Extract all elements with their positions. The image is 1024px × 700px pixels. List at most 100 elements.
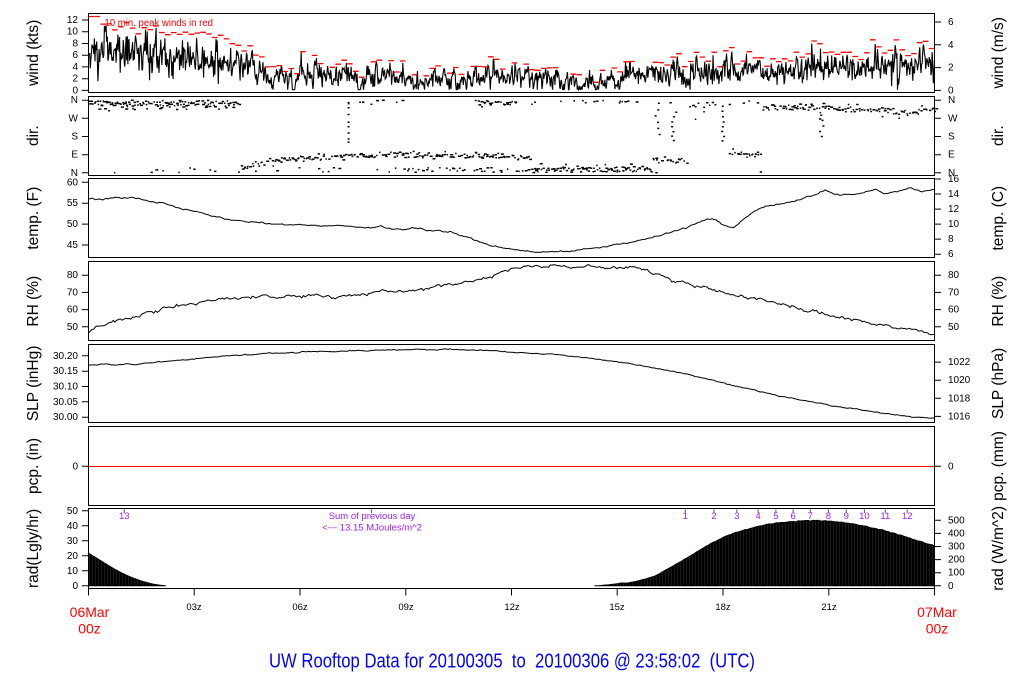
svg-text:80: 80 <box>948 270 960 281</box>
svg-text:6: 6 <box>948 17 954 28</box>
svg-text:70: 70 <box>67 287 79 298</box>
svg-text:2: 2 <box>948 63 954 74</box>
svg-text:2: 2 <box>72 74 78 85</box>
svg-text:18z: 18z <box>715 602 731 613</box>
svg-text:SLP (hPa): SLP (hPa) <box>990 348 1007 419</box>
svg-text:dir.: dir. <box>990 125 1007 146</box>
svg-text:55: 55 <box>67 198 79 209</box>
svg-text:00z: 00z <box>926 621 949 637</box>
svg-text:10: 10 <box>67 566 79 577</box>
svg-text:8: 8 <box>826 511 831 522</box>
svg-text:S: S <box>71 132 78 143</box>
svg-text:0: 0 <box>948 461 954 472</box>
svg-text:1020: 1020 <box>948 375 971 386</box>
svg-text:Sum of previous day: Sum of previous day <box>329 511 416 522</box>
svg-text:2: 2 <box>711 511 716 522</box>
svg-text:50: 50 <box>948 322 960 333</box>
svg-text:12: 12 <box>902 511 913 522</box>
svg-text:S: S <box>948 132 955 143</box>
svg-text:06Mar: 06Mar <box>70 604 110 620</box>
svg-text:200: 200 <box>948 555 965 566</box>
svg-text:pcp. (in): pcp. (in) <box>25 438 42 494</box>
svg-text:SLP (inHg): SLP (inHg) <box>25 346 42 422</box>
svg-text:pcp. (mm): pcp. (mm) <box>990 431 1007 501</box>
svg-text:RH (%): RH (%) <box>990 276 1007 327</box>
svg-text:0: 0 <box>72 581 78 592</box>
svg-text:0: 0 <box>72 461 78 472</box>
svg-text:E: E <box>948 150 955 161</box>
svg-text:00z: 00z <box>78 621 101 637</box>
svg-text:50: 50 <box>67 219 79 230</box>
svg-text:13: 13 <box>119 511 130 522</box>
svg-text:09z: 09z <box>398 602 414 613</box>
svg-text:20: 20 <box>67 551 79 562</box>
svg-text:10: 10 <box>859 511 870 522</box>
svg-text:4: 4 <box>948 40 954 51</box>
svg-text:500: 500 <box>948 515 965 526</box>
svg-text:45: 45 <box>67 240 79 251</box>
svg-text:RH (%): RH (%) <box>25 276 42 327</box>
svg-text:07Mar: 07Mar <box>917 604 957 620</box>
svg-text:50: 50 <box>67 506 79 517</box>
svg-text:3: 3 <box>734 511 739 522</box>
svg-text:10: 10 <box>67 27 79 38</box>
svg-text:21z: 21z <box>821 602 837 613</box>
svg-text:4: 4 <box>72 62 78 73</box>
svg-text:0: 0 <box>72 85 78 96</box>
svg-text:06z: 06z <box>292 602 308 613</box>
svg-text:300: 300 <box>948 542 965 553</box>
svg-text:12: 12 <box>67 15 79 26</box>
svg-text:wind (kts): wind (kts) <box>25 20 42 87</box>
svg-text:60: 60 <box>67 177 79 188</box>
svg-text:6: 6 <box>72 50 78 61</box>
svg-text:8: 8 <box>72 39 78 50</box>
svg-text:9: 9 <box>844 511 849 522</box>
svg-text:E: E <box>71 150 78 161</box>
svg-text:10 min. peak winds in red: 10 min. peak winds in red <box>105 18 214 29</box>
svg-text:30.20: 30.20 <box>53 351 78 362</box>
svg-text:100: 100 <box>948 568 965 579</box>
svg-text:5: 5 <box>773 511 778 522</box>
svg-text:400: 400 <box>948 528 965 539</box>
svg-text:15z: 15z <box>609 602 625 613</box>
svg-text:W: W <box>948 113 958 124</box>
svg-text:11: 11 <box>880 511 890 522</box>
svg-text:N: N <box>948 95 955 106</box>
svg-text:70: 70 <box>948 287 960 298</box>
svg-text:30: 30 <box>67 536 79 547</box>
svg-text:0: 0 <box>948 85 954 96</box>
svg-text:rad(Lgly/hr): rad(Lgly/hr) <box>25 509 42 588</box>
svg-text:1: 1 <box>683 511 688 522</box>
svg-text:30.15: 30.15 <box>53 366 78 377</box>
svg-text:wind (m/s): wind (m/s) <box>990 17 1007 89</box>
svg-text:12: 12 <box>948 204 960 215</box>
svg-text:6: 6 <box>790 511 795 522</box>
svg-text:1022: 1022 <box>948 357 971 368</box>
svg-text:W: W <box>69 113 79 124</box>
svg-text:40: 40 <box>67 521 79 532</box>
svg-text:4: 4 <box>755 511 760 522</box>
svg-text:0: 0 <box>948 581 954 592</box>
svg-text:UW Rooftop Data for 20100305: UW Rooftop Data for 20100305 to 20100306… <box>269 651 755 673</box>
svg-text:temp. (C): temp. (C) <box>990 186 1007 251</box>
svg-text:8: 8 <box>948 234 954 245</box>
svg-text:30.10: 30.10 <box>53 382 78 393</box>
svg-text:60: 60 <box>948 305 960 316</box>
svg-text:14: 14 <box>948 189 960 200</box>
svg-text:12z: 12z <box>504 602 520 613</box>
svg-text:dir.: dir. <box>25 125 42 146</box>
svg-text:50: 50 <box>67 322 79 333</box>
svg-text:03z: 03z <box>186 602 202 613</box>
svg-text:60: 60 <box>67 305 79 316</box>
svg-text:30.00: 30.00 <box>53 412 78 423</box>
svg-text:10: 10 <box>948 219 960 230</box>
svg-text:N: N <box>71 95 78 106</box>
svg-text:N: N <box>948 168 955 179</box>
svg-text:temp. (F): temp. (F) <box>25 187 42 250</box>
svg-text:6: 6 <box>948 249 954 260</box>
svg-text:<--- 13.15 MJoules/m^2: <--- 13.15 MJoules/m^2 <box>322 523 422 534</box>
svg-text:80: 80 <box>67 270 79 281</box>
svg-text:16: 16 <box>948 174 960 185</box>
svg-text:1018: 1018 <box>948 393 971 404</box>
svg-text:rad (W/m^2): rad (W/m^2) <box>990 506 1007 591</box>
